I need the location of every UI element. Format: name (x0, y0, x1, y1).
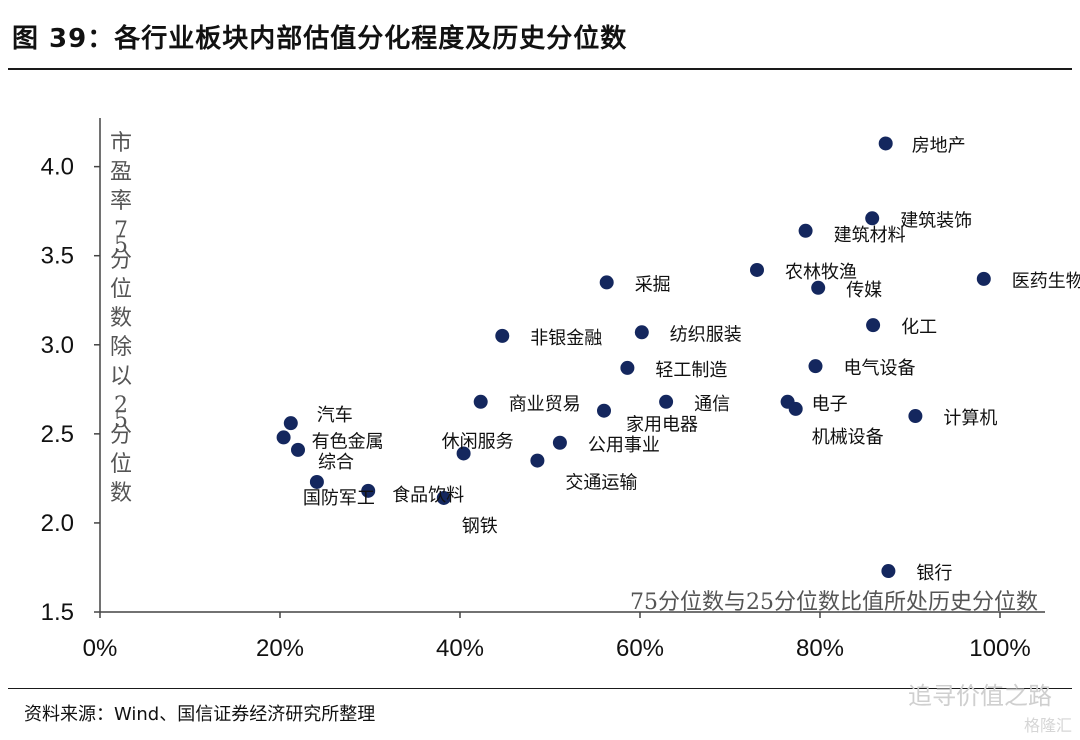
data-label-21: 综合 (318, 452, 354, 473)
data-point-4 (599, 275, 614, 290)
data-label-6: 传媒 (846, 280, 882, 301)
data-point-27 (436, 490, 451, 505)
data-point-24 (530, 453, 545, 468)
x-axis-title: 75分位数与25分位数比值所处历史分位数 (630, 590, 1038, 615)
y-tick-label: 3.0 (41, 332, 74, 359)
title-divider (8, 68, 1072, 70)
data-label-25: 国防军工 (303, 488, 375, 509)
data-label-13: 商业贸易 (509, 394, 581, 415)
x-tick-label: 0% (83, 635, 118, 662)
data-label-16: 家用电器 (626, 415, 698, 436)
data-point-28 (881, 564, 896, 579)
x-tick-label: 100% (969, 635, 1030, 662)
data-point-8 (495, 328, 510, 343)
data-point-18 (908, 409, 923, 424)
data-point-17 (788, 401, 803, 416)
y-tick-label: 1.5 (41, 599, 74, 626)
data-label-28: 银行 (916, 563, 952, 584)
data-label-14: 通信 (694, 394, 730, 415)
data-point-26 (361, 483, 376, 498)
data-point-13 (473, 394, 488, 409)
data-label-8: 非银金融 (530, 328, 602, 349)
data-point-1 (878, 136, 893, 151)
data-point-2 (865, 211, 880, 226)
chart-points (276, 136, 991, 579)
y-axis-title: 市盈率 7 5 分位数除以 2 5 分位数 (110, 131, 132, 506)
data-label-4: 采掘 (635, 274, 671, 295)
data-label-27: 钢铁 (462, 516, 498, 537)
x-tick-label: 40% (436, 635, 484, 662)
x-tick-label: 80% (796, 635, 844, 662)
data-point-23 (552, 435, 567, 450)
x-tick-label: 60% (616, 635, 664, 662)
data-label-19: 汽车 (317, 405, 353, 426)
data-point-3 (798, 223, 813, 238)
data-label-7: 医药生物 (1012, 271, 1080, 292)
data-point-22 (456, 446, 471, 461)
watermark-small: 格隆汇 (1023, 716, 1072, 735)
data-label-15: 电子 (812, 394, 848, 415)
data-label-1: 房地产 (912, 135, 966, 156)
data-point-20 (276, 430, 291, 445)
data-point-19 (283, 416, 298, 431)
data-label-23: 公用事业 (588, 435, 660, 456)
data-point-25 (309, 474, 324, 489)
data-point-16 (597, 403, 611, 418)
data-point-9 (634, 325, 649, 340)
data-label-10: 化工 (901, 317, 937, 338)
source-note: 资料来源：Wind、国信证券经济研究所整理 (24, 704, 376, 725)
data-point-12 (808, 359, 823, 374)
data-label-3: 建筑材料 (834, 225, 906, 246)
scatter-chart: 1.5 2.0 2.5 3.0 3.5 4.0 0% 20% 40% 60% 80% 100% 市盈率 7… (41, 118, 1080, 662)
data-point-21 (291, 442, 305, 457)
watermark: 追寻价值之路 (908, 682, 1052, 710)
data-label-5: 农林牧渔 (785, 262, 857, 283)
y-tick-label: 2.5 (41, 421, 74, 448)
data-label-18: 计算机 (943, 408, 997, 429)
data-label-2: 建筑装饰 (900, 210, 972, 231)
chart-axes: 1.5 2.0 2.5 3.0 3.5 4.0 0% 20% 40% 60% 80% 100% 市盈率 7… (41, 118, 1045, 662)
data-label-11: 轻工制造 (655, 360, 727, 381)
data-label-26: 食品饮料 (392, 485, 464, 506)
data-point-5 (750, 262, 764, 277)
footer-divider (8, 688, 1072, 689)
data-label-12: 电气设备 (844, 358, 916, 379)
y-tick-label: 3.5 (41, 243, 74, 270)
data-point-7 (976, 271, 991, 286)
data-label-22: 休闲服务 (442, 431, 514, 452)
data-point-14 (659, 394, 674, 409)
data-point-6 (811, 280, 826, 295)
y-tick-label: 4.0 (41, 154, 74, 181)
data-label-20: 有色金属 (312, 431, 384, 452)
data-label-17: 机械设备 (812, 427, 884, 448)
data-point-10 (866, 318, 881, 333)
data-point-11 (620, 360, 635, 375)
data-label-24: 交通运输 (565, 473, 637, 494)
y-tick-label: 2.0 (41, 510, 74, 537)
data-label-9: 纺织服装 (670, 324, 742, 345)
x-tick-label: 20% (256, 635, 304, 662)
page-title: 图 39：各行业板块内部估值分化程度及历史分位数 (12, 24, 628, 54)
